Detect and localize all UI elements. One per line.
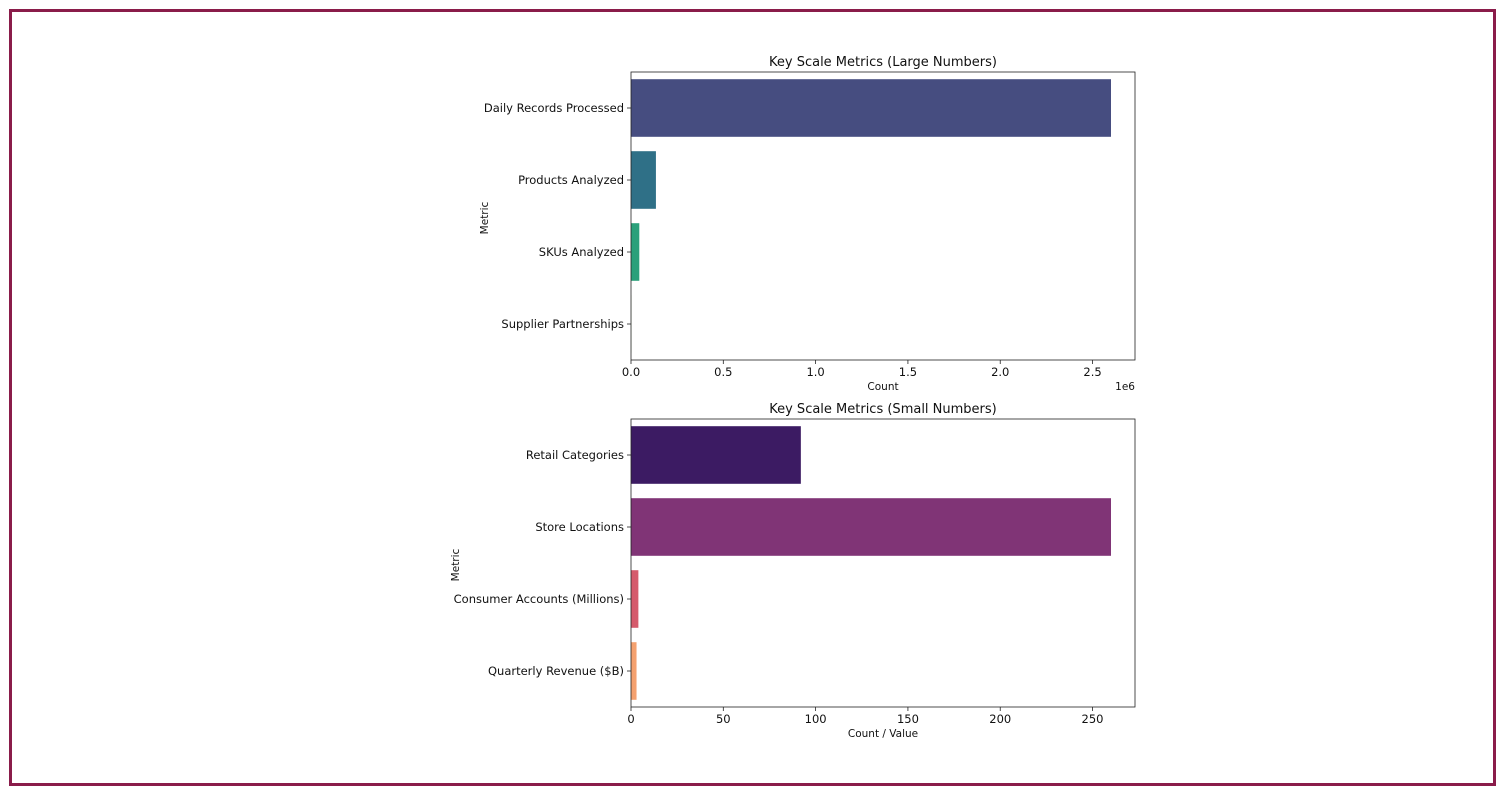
x-tick-label: 0.5 [714,365,732,379]
chart-title: Key Scale Metrics (Small Numbers) [769,402,997,417]
x-tick-label: 200 [989,712,1011,726]
x-axis-label: Count / Value [848,728,918,740]
y-tick-label: Products Analyzed [518,173,624,187]
chart-panel-small: Key Scale Metrics (Small Numbers) 0 50 100… [450,402,1136,740]
y-tick-label: Daily Records Processed [484,101,624,115]
bar [631,570,639,628]
x-tick-label: 2.0 [991,365,1009,379]
y-tick-label: Consumer Accounts (Millions) [454,592,624,606]
x-axis-ticks: 0.0 0.5 1.0 1.5 2.0 2.5 [622,360,1102,379]
bar [631,151,656,209]
x-tick-label: 150 [897,712,919,726]
bar [631,79,1111,137]
y-axis-categories: Daily Records Processed Products Analyzed… [484,101,631,331]
plot-frame [630,418,1136,708]
plot-frame [630,71,1136,361]
bar [631,426,801,484]
y-tick-label: SKUs Analyzed [539,245,624,259]
x-tick-label: 2.5 [1083,365,1101,379]
y-tick-label: Supplier Partnerships [501,317,624,331]
y-axis-label: Metric [479,201,491,234]
chart-panel-large: Key Scale Metrics (Large Numbers) 0.0 0.5… [479,55,1136,393]
chart-title: Key Scale Metrics (Large Numbers) [769,55,997,70]
x-tick-label: 100 [805,712,827,726]
x-tick-label: 1.0 [806,365,824,379]
y-axis-label: Metric [450,548,462,581]
bar [631,498,1111,556]
y-tick-label: Quarterly Revenue ($B) [488,664,624,678]
x-tick-label: 0.0 [622,365,640,379]
x-axis-ticks: 0 50 100 150 200 250 [627,707,1104,726]
bar-group [631,79,1111,353]
x-axis-label: Count [867,381,898,393]
x-axis-offset-label: 1e6 [1115,381,1135,393]
x-tick-label: 1.5 [899,365,917,379]
y-tick-label: Store Locations [535,520,624,534]
y-axis-categories: Retail Categories Store Locations Consumer… [454,448,631,678]
figure-frame [9,9,1496,786]
bar [631,642,637,700]
bar-group [631,426,1111,700]
y-tick-label: Retail Categories [526,448,624,462]
bar [631,223,640,281]
x-tick-label: 250 [1082,712,1104,726]
x-tick-label: 0 [627,712,634,726]
x-tick-label: 50 [716,712,731,726]
